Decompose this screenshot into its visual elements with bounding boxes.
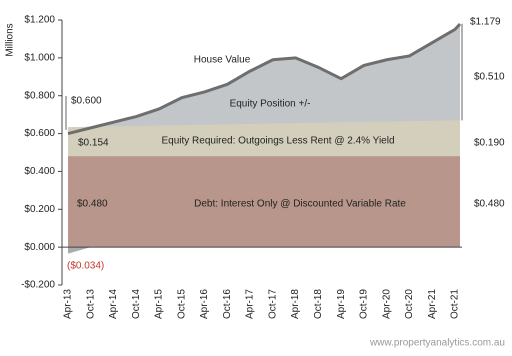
- x-tick-label: Apr-20: [381, 289, 392, 319]
- x-tick-label: Apr-14: [108, 289, 119, 319]
- value-label: ($0.034): [67, 261, 104, 272]
- y-tick-label: $0.000: [24, 242, 55, 253]
- value-label: $0.510: [474, 72, 505, 83]
- y-tick-label: $0.800: [24, 90, 55, 101]
- x-tick-label: Oct-13: [85, 289, 96, 319]
- y-tick-label: $0.200: [24, 204, 55, 215]
- y-tick-label: $0.400: [24, 166, 55, 177]
- y-axis-label: Millions: [5, 23, 16, 56]
- x-tick-label: Apr-19: [336, 289, 347, 319]
- series-name: House Value: [194, 55, 251, 66]
- equity-required-band: [68, 120, 460, 157]
- band-name: Equity Required: Outgoings Less Rent @ 2…: [161, 136, 394, 147]
- x-tick-label: Oct-15: [176, 289, 187, 319]
- value-label: $0.190: [474, 138, 505, 149]
- x-tick-label: Oct-18: [313, 289, 324, 319]
- x-tick-label: Oct-17: [267, 289, 278, 319]
- x-tick-label: Oct-14: [131, 289, 142, 319]
- x-tick-label: Oct-20: [404, 289, 415, 319]
- equity-position-negative: [68, 247, 91, 254]
- x-tick-label: Apr-18: [290, 289, 301, 319]
- y-tick-label: $1.200: [24, 15, 55, 26]
- debt-band: [68, 156, 460, 248]
- value-label: $1.179: [470, 17, 501, 28]
- y-tick-label: $1.000: [24, 52, 55, 63]
- value-label: $0.154: [78, 138, 109, 149]
- value-label: $0.480: [77, 199, 108, 210]
- x-tick-label: Apr-13: [63, 289, 74, 319]
- x-tick-label: Oct-19: [359, 289, 370, 319]
- x-tick-label: Apr-16: [199, 289, 210, 319]
- band-name: Equity Position +/-: [230, 99, 311, 110]
- value-label: $0.480: [474, 199, 505, 210]
- x-tick-label: Oct-16: [222, 289, 233, 319]
- band-name: Debt: Interest Only @ Discounted Variabl…: [194, 199, 406, 210]
- source: www.propertyanalytics.com.au: [369, 338, 505, 349]
- x-tick-label: Oct-21: [450, 289, 461, 319]
- x-tick-label: Apr-17: [245, 289, 256, 319]
- house-line: [67, 22, 462, 136]
- y-tick-label: -$0.200: [21, 280, 55, 291]
- x-tick-label: Apr-15: [154, 289, 165, 319]
- y-tick-label: $0.600: [24, 128, 55, 139]
- value-label: $0.600: [71, 96, 102, 107]
- x-tick-label: Apr-21: [427, 289, 438, 319]
